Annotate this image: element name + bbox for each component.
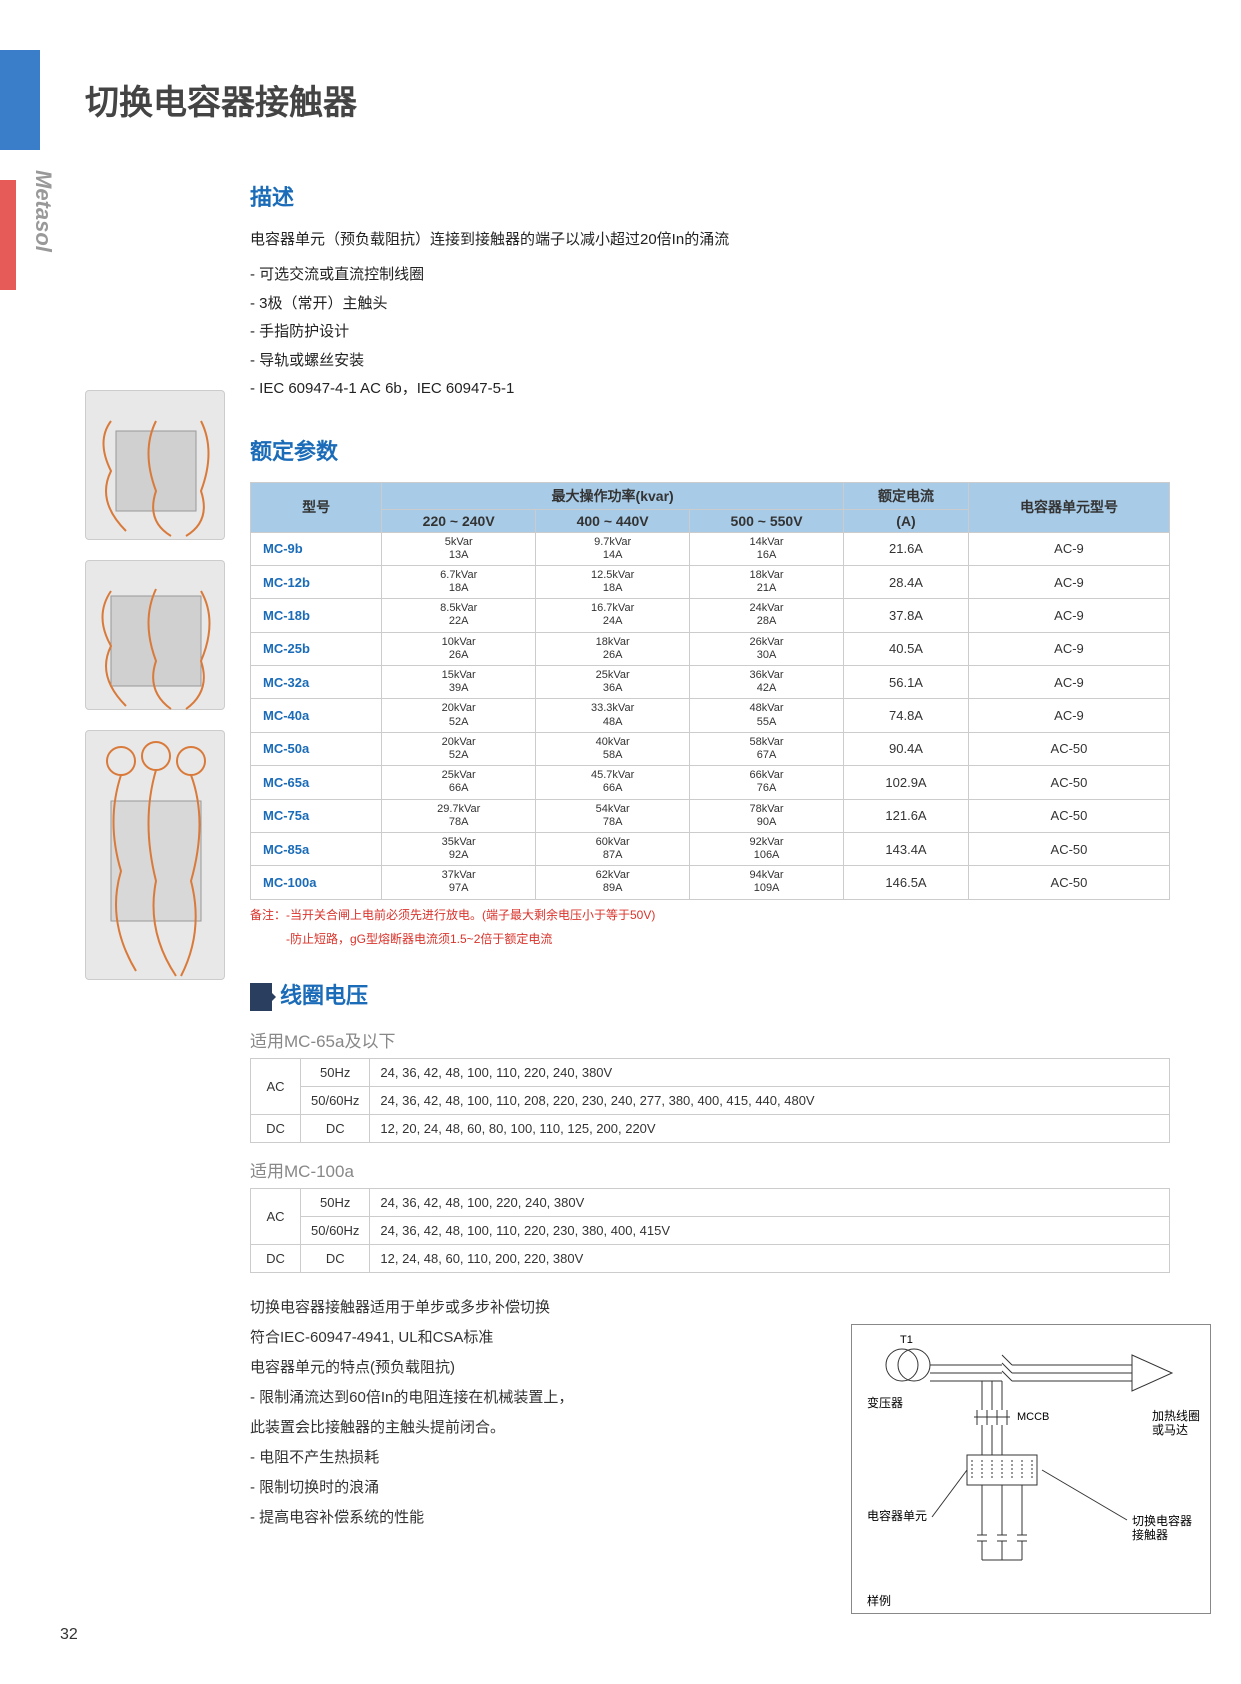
ratings-table: 型号 最大操作功率(kvar) 额定电流 电容器单元型号 220 ~ 240V … <box>250 482 1170 900</box>
ratings-row: MC-65a 25kVar66A 45.7kVar66A 66kVar76A 1… <box>251 766 1170 799</box>
coil1-dc: DC <box>251 1114 301 1142</box>
coil-table-2: AC50Hz24, 36, 42, 48, 100, 220, 240, 380… <box>250 1188 1170 1273</box>
coil2-dclbl: DC <box>301 1244 370 1272</box>
bottom-note-line: 符合IEC-60947-4941, UL和CSA标准 <box>250 1323 770 1353</box>
description-item: - IEC 60947-4-1 AC 6b，IEC 60947-5-1 <box>250 375 1170 404</box>
th-220v: 220 ~ 240V <box>382 509 536 532</box>
bottom-notes: 切换电容器接触器适用于单步或多步补偿切换符合IEC-60947-4941, UL… <box>250 1293 770 1533</box>
coil1-r1: 24, 36, 42, 48, 100, 110, 220, 240, 380V <box>370 1058 1170 1086</box>
diagram-switch-cap: 切换电容器接触器 <box>1132 1513 1192 1542</box>
product-image-3 <box>85 730 225 980</box>
description-intro: 电容器单元（预负载阻抗）连接到接触器的端子以减小超过20倍In的涌流 <box>250 228 1170 249</box>
bottom-note-line: - 限制涌流达到60倍In的电阻连接在机械装置上， <box>250 1383 770 1413</box>
coil1-50hz: 50Hz <box>301 1058 370 1086</box>
diagram-t1: T1 <box>900 1334 913 1346</box>
th-rated-current: 额定电流 <box>844 482 969 509</box>
diagram-heater: 加热线圈或马达 <box>1152 1409 1200 1437</box>
blue-side-tab <box>0 50 40 150</box>
ratings-row: MC-18b 8.5kVar22A 16.7kVar24A 24kVar28A … <box>251 599 1170 632</box>
th-rated-current-unit: (A) <box>844 509 969 532</box>
th-unit-model: 电容器单元型号 <box>968 482 1169 532</box>
th-400v: 400 ~ 440V <box>536 509 690 532</box>
coil2-r2: 24, 36, 42, 48, 100, 110, 220, 230, 380,… <box>370 1216 1170 1244</box>
th-500v: 500 ~ 550V <box>690 509 844 532</box>
description-item: - 3极（常开）主触头 <box>250 290 1170 319</box>
coil2-5060hz: 50/60Hz <box>301 1216 370 1244</box>
bottom-note-line: - 提高电容补偿系统的性能 <box>250 1503 770 1533</box>
coil-icon <box>250 983 272 1011</box>
ratings-row: MC-100a 37kVar97A 62kVar89A 94kVar109A 1… <box>251 866 1170 899</box>
page-number: 32 <box>60 1626 78 1644</box>
bottom-note-line: 切换电容器接触器适用于单步或多步补偿切换 <box>250 1293 770 1323</box>
ratings-row: MC-50a 20kVar52A 40kVar58A 58kVar67A 90.… <box>251 732 1170 765</box>
bottom-note-line: - 电阻不产生热损耗 <box>250 1443 770 1473</box>
coil2-dc: DC <box>251 1244 301 1272</box>
th-max-power: 最大操作功率(kvar) <box>382 482 844 509</box>
page-title: 切换电容器接触器 <box>85 75 357 124</box>
ratings-row: MC-9b 5kVar13A 9.7kVar14A 14kVar16A 21.6… <box>251 532 1170 565</box>
description-item: - 可选交流或直流控制线圈 <box>250 261 1170 290</box>
product-image-column <box>85 390 235 1000</box>
coil2-r3: 12, 24, 48, 60, 110, 200, 220, 380V <box>370 1244 1170 1272</box>
diagram-cap-unit: 电容器单元 <box>867 1508 927 1523</box>
red-side-tab <box>0 180 16 290</box>
coil1-5060hz: 50/60Hz <box>301 1086 370 1114</box>
ratings-row: MC-85a 35kVar92A 60kVar87A 92kVar106A 14… <box>251 832 1170 865</box>
ratings-row: MC-75a 29.7kVar78A 54kVar78A 78kVar90A 1… <box>251 799 1170 832</box>
bottom-note-line: 此装置会比接触器的主触头提前闭合。 <box>250 1413 770 1443</box>
th-model: 型号 <box>251 482 382 532</box>
product-image-2 <box>85 560 225 710</box>
ratings-heading: 额定参数 <box>250 434 1170 466</box>
coil1-dclbl: DC <box>301 1114 370 1142</box>
coil2-r1: 24, 36, 42, 48, 100, 220, 240, 380V <box>370 1188 1170 1216</box>
coil-sub1: 适用MC-65a及以下 <box>250 1027 1170 1052</box>
diagram-mccb: MCCB <box>1017 1411 1049 1423</box>
ratings-row: MC-40a 20kVar52A 33.3kVar48A 48kVar55A 7… <box>251 699 1170 732</box>
description-list: - 可选交流或直流控制线圈- 3极（常开）主触头- 手指防护设计- 导轨或螺丝安… <box>250 261 1170 404</box>
coil-heading: 线圈电压 <box>250 978 1170 1011</box>
brand-label: Metasol <box>30 170 56 252</box>
ratings-row: MC-25b 10kVar26A 18kVar26A 26kVar30A 40.… <box>251 632 1170 665</box>
coil-table-1: AC50Hz24, 36, 42, 48, 100, 110, 220, 240… <box>250 1058 1170 1143</box>
ratings-note-1: 备注：-当开关合闸上电前必须先进行放电。(端子最大剩余电压小于等于50V) <box>250 906 1170 924</box>
coil1-r2: 24, 36, 42, 48, 100, 110, 208, 220, 230,… <box>370 1086 1170 1114</box>
coil-sub2: 适用MC-100a <box>250 1157 1170 1182</box>
coil1-ac: AC <box>251 1058 301 1114</box>
coil2-ac: AC <box>251 1188 301 1244</box>
product-image-1 <box>85 390 225 540</box>
ratings-row: MC-12b 6.7kVar18A 12.5kVar18A 18kVar21A … <box>251 565 1170 598</box>
circuit-diagram: T1 变压器 MCCB 电容器单元 加热线圈或马达 切换电容器接触器 样例 <box>851 1324 1211 1614</box>
description-heading: 描述 <box>250 180 1170 212</box>
coil1-r3: 12, 20, 24, 48, 60, 80, 100, 110, 125, 2… <box>370 1114 1170 1142</box>
coil2-50hz: 50Hz <box>301 1188 370 1216</box>
diagram-example: 样例 <box>867 1593 891 1608</box>
bottom-note-line: 电容器单元的特点(预负载阻抗) <box>250 1353 770 1383</box>
description-item: - 手指防护设计 <box>250 318 1170 347</box>
ratings-row: MC-32a 15kVar39A 25kVar36A 36kVar42A 56.… <box>251 666 1170 699</box>
ratings-note-2: -防止短路，gG型熔断器电流须1.5~2倍于额定电流 <box>250 930 1170 948</box>
bottom-note-line: - 限制切换时的浪涌 <box>250 1473 770 1503</box>
description-item: - 导轨或螺丝安装 <box>250 347 1170 376</box>
coil-heading-text: 线圈电压 <box>280 983 368 1008</box>
diagram-transformer: 变压器 <box>867 1395 903 1410</box>
